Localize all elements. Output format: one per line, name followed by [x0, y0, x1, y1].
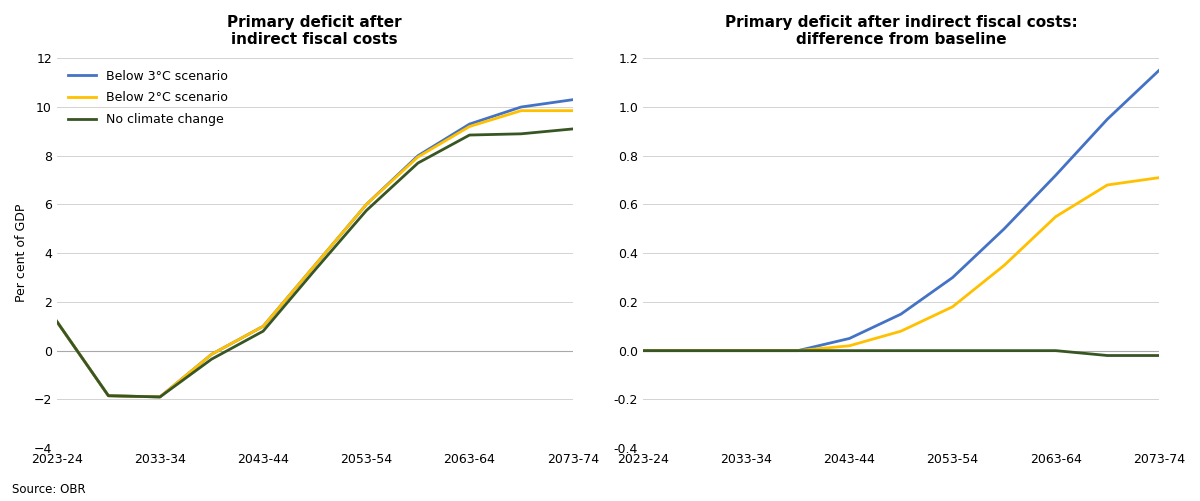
Legend: Below 3°C scenario, Below 2°C scenario, No climate change: Below 3°C scenario, Below 2°C scenario, … — [64, 65, 233, 131]
Text: Source: OBR: Source: OBR — [12, 483, 85, 496]
Y-axis label: Per cent of GDP: Per cent of GDP — [16, 204, 28, 303]
Title: Primary deficit after indirect fiscal costs:
difference from baseline: Primary deficit after indirect fiscal co… — [725, 15, 1078, 48]
Title: Primary deficit after
indirect fiscal costs: Primary deficit after indirect fiscal co… — [228, 15, 402, 48]
